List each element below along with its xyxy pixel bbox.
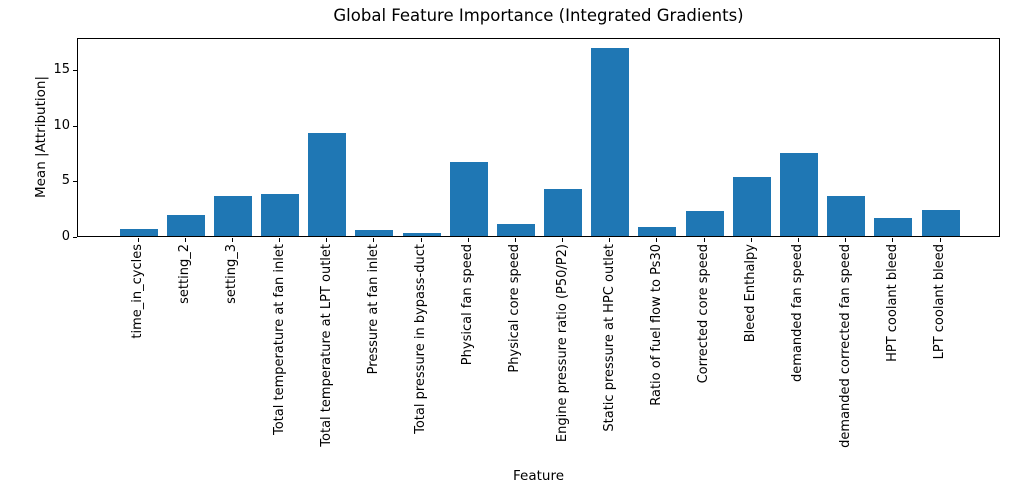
x-tick-label: demanded corrected fan speed <box>837 244 853 448</box>
chart-title: Global Feature Importance (Integrated Gr… <box>333 6 744 25</box>
bar <box>827 196 866 236</box>
bar <box>779 152 818 236</box>
x-tick-label: Total temperature at fan inlet <box>271 244 287 436</box>
x-tick-mark <box>420 237 422 242</box>
x-tick-mark <box>656 237 658 242</box>
x-tick-mark <box>137 237 139 242</box>
y-tick-label: 15 <box>53 62 70 78</box>
x-tick-mark <box>609 237 611 242</box>
bar <box>685 211 724 236</box>
x-tick-mark <box>797 237 799 242</box>
x-tick-mark <box>373 237 375 242</box>
x-tick-mark <box>892 237 894 242</box>
bar <box>496 223 535 236</box>
bar <box>732 177 771 236</box>
bar <box>261 193 300 236</box>
x-tick-mark <box>750 237 752 242</box>
x-tick-label: HPT coolant bleed <box>884 244 900 362</box>
x-tick-label: Static pressure at HPC outlet <box>601 244 617 432</box>
bar <box>921 210 960 236</box>
x-tick-label: setting_2 <box>177 244 193 304</box>
x-tick-mark <box>467 237 469 242</box>
bar <box>402 233 441 236</box>
x-tick-label: Corrected core speed <box>696 244 712 384</box>
bar <box>355 229 394 236</box>
x-tick-label: demanded fan speed <box>790 244 806 382</box>
x-tick-label: LPT coolant bleed <box>932 244 947 360</box>
x-axis-label: Feature <box>512 468 564 484</box>
bar <box>638 226 677 236</box>
bar <box>119 229 158 236</box>
y-tick-mark <box>73 237 77 238</box>
y-tick-mark <box>73 125 77 127</box>
bar <box>449 161 488 236</box>
x-tick-mark <box>184 237 186 242</box>
bar <box>544 189 583 236</box>
x-tick-mark <box>326 237 328 242</box>
x-tick-mark <box>514 237 516 242</box>
plot-area <box>77 38 1000 237</box>
x-tick-label: setting_3 <box>224 244 240 304</box>
x-tick-label: Pressure at fan inlet <box>365 244 381 375</box>
x-tick-mark <box>279 237 281 242</box>
y-tick-label: 0 <box>61 229 70 244</box>
x-tick-label: time_in_cycles <box>130 244 145 339</box>
x-tick-label: Physical core speed <box>507 244 523 373</box>
x-tick-label: Total pressure in bypass-duct <box>413 244 429 434</box>
x-tick-label: Engine pressure ratio (P50/P2) <box>554 244 570 443</box>
x-tick-label: Ratio of fuel flow to Ps30 <box>648 244 664 406</box>
y-axis-label: Mean |Attribution| <box>33 75 49 199</box>
bar <box>166 214 205 236</box>
y-tick-mark <box>73 181 77 183</box>
bar <box>874 217 913 236</box>
bar <box>591 48 630 236</box>
bar <box>308 132 347 236</box>
x-tick-mark <box>562 237 564 242</box>
x-tick-mark <box>845 237 847 242</box>
x-tick-mark <box>703 237 705 242</box>
bar <box>213 196 252 236</box>
y-tick-mark <box>73 70 77 72</box>
x-tick-mark <box>231 237 233 242</box>
y-tick-label: 10 <box>53 117 70 133</box>
x-tick-label: Bleed Enthalpy <box>743 244 759 343</box>
x-tick-mark <box>939 237 941 242</box>
x-tick-label: Physical fan speed <box>460 244 476 366</box>
y-tick-label: 5 <box>61 173 70 189</box>
x-tick-label: Total temperature at LPT outlet <box>318 244 334 447</box>
